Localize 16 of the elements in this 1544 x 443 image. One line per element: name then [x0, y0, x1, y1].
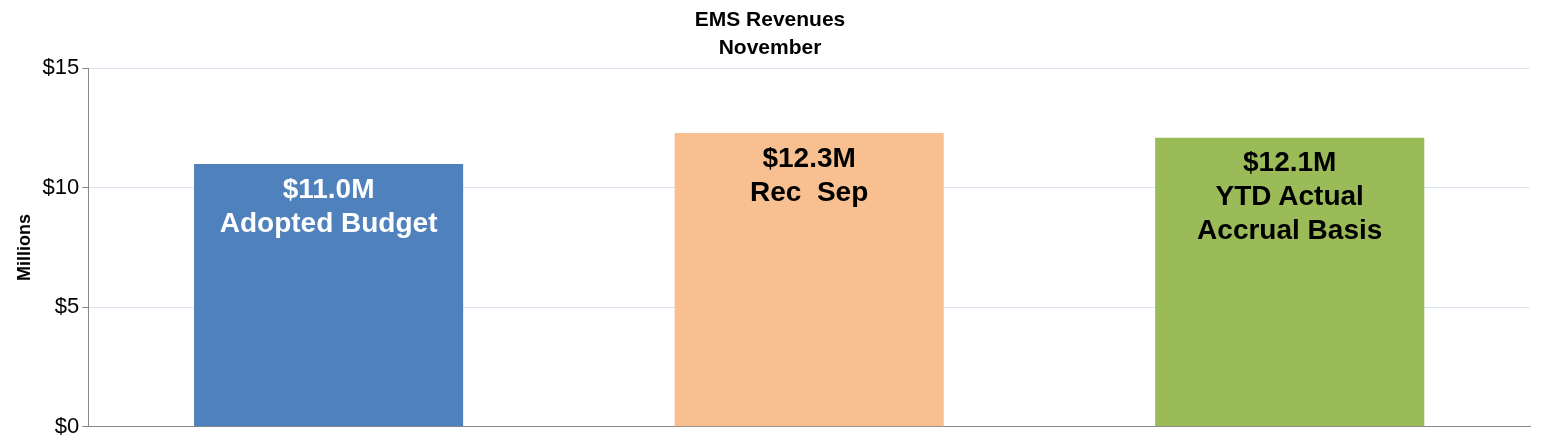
- bar: [194, 163, 464, 427]
- bar: [1155, 137, 1425, 427]
- chart-subtitle: November: [718, 34, 822, 58]
- y-tick-label: $0: [54, 412, 80, 438]
- bar: [674, 132, 944, 427]
- annotation: YTD Actual Accrual Basis: [1197, 180, 1383, 246]
- data-label: $11.0M: [282, 172, 375, 204]
- y-axis-title: Millions: [13, 214, 34, 282]
- annotation: Rec Sep: [750, 175, 869, 207]
- annotation: Adopted Budget: [219, 206, 438, 238]
- data-label: $12.3M: [762, 141, 856, 173]
- y-tick-label: $15: [42, 54, 80, 80]
- y-tick-label: $10: [42, 173, 80, 199]
- chart-title: EMS Revenues: [694, 7, 846, 31]
- y-tick-label: $5: [54, 293, 80, 319]
- data-label: $12.1M: [1243, 146, 1337, 178]
